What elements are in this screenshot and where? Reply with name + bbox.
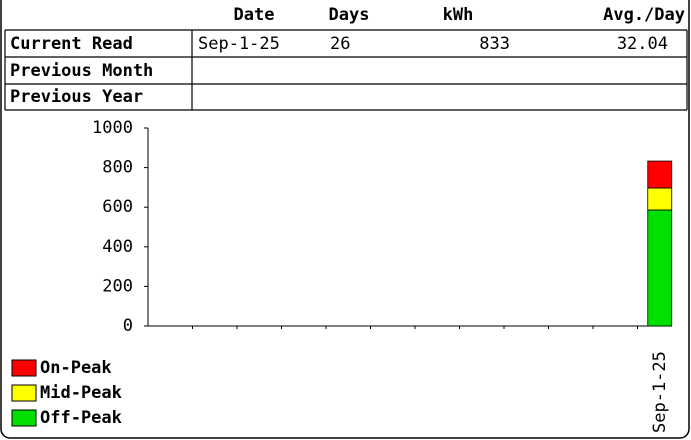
legend-swatch [11, 409, 37, 427]
y-tick-label: 800 [102, 158, 133, 178]
table-grid [4, 29, 688, 111]
row-label: Previous Month [10, 61, 153, 81]
column-header: kWh [443, 5, 474, 25]
column-header: Date [234, 5, 275, 25]
y-tick-label: 600 [102, 197, 133, 217]
y-tick-label: 1000 [92, 118, 133, 138]
bar-segment [647, 160, 673, 189]
y-tick-label: 400 [102, 237, 133, 257]
legend-label: Off-Peak [40, 408, 122, 428]
legend-label: On-Peak [40, 358, 112, 378]
y-tick-label: 200 [102, 276, 133, 296]
bar-segment [647, 187, 673, 211]
bar-segment [647, 209, 673, 327]
row-label: Previous Year [10, 87, 143, 107]
legend-label: Mid-Peak [40, 383, 122, 403]
column-header: Days [329, 5, 370, 25]
y-tick-label: 0 [123, 316, 133, 336]
legend-swatch [11, 359, 37, 377]
cell: 833 [479, 34, 510, 54]
column-header: Avg./Day [603, 5, 685, 25]
cell: 26 [330, 34, 350, 54]
legend-swatch [11, 384, 37, 402]
row-label: Current Read [10, 34, 133, 54]
x-tick-label: Sep-1-25 [650, 351, 670, 433]
cell: 32.04 [617, 34, 668, 54]
cell: Sep-1-25 [198, 34, 280, 54]
